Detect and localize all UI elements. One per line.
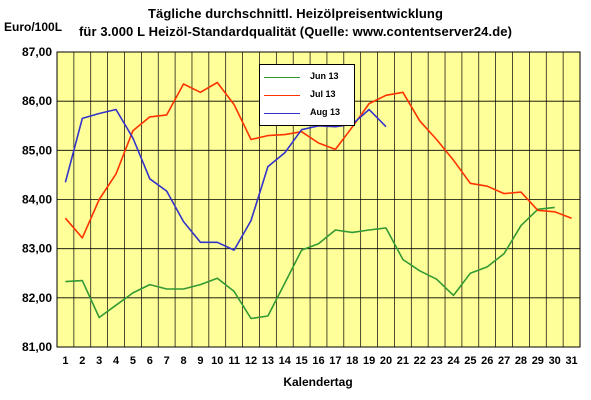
- x-tick-label: 25: [464, 355, 476, 367]
- x-tick-label: 18: [346, 355, 358, 367]
- x-tick-label: 5: [130, 355, 136, 367]
- x-tick-label: 23: [430, 355, 442, 367]
- x-tick-label: 12: [245, 355, 257, 367]
- x-tick-label: 31: [565, 355, 577, 367]
- y-tick-label: 85,00: [22, 143, 52, 157]
- x-axis-label: Kalendertag: [283, 375, 353, 389]
- legend-swatch-jul13: [264, 95, 300, 96]
- y-tick-label: 83,00: [22, 242, 52, 256]
- x-tick-label: 8: [180, 355, 186, 367]
- legend-swatch-jun13: [264, 77, 300, 78]
- x-tick-label: 27: [498, 355, 510, 367]
- x-tick-label: 16: [312, 355, 324, 367]
- x-tick-label: 3: [96, 355, 102, 367]
- y-axis-label: Euro/100L: [4, 20, 63, 34]
- x-tick-label: 22: [414, 355, 426, 367]
- plot-frame: [56, 51, 581, 348]
- series-line-aug13: [64, 108, 387, 251]
- x-tick-label: 6: [147, 355, 153, 367]
- legend-entry-aug13: Aug 13: [264, 107, 354, 121]
- x-tick-label: 13: [262, 355, 274, 367]
- series-line-jun13: [65, 206, 555, 320]
- x-tick-label: 24: [447, 355, 460, 367]
- legend-label-aug13: Aug 13: [310, 107, 341, 117]
- legend-entry-jul13: Jul 13: [264, 89, 354, 103]
- y-tick-label: 84,00: [22, 193, 52, 207]
- legend-swatch-aug13: [264, 113, 300, 114]
- legend: Jun 13 Jul 13 Aug 13: [259, 64, 355, 126]
- y-tick-label: 87,00: [22, 45, 52, 59]
- x-tick-label: 4: [113, 355, 120, 367]
- series-line-jul13: [64, 81, 572, 239]
- y-tick-label: 86,00: [22, 94, 52, 108]
- x-tick-label: 14: [279, 355, 292, 367]
- y-tick-label: 82,00: [22, 291, 52, 305]
- x-tick-label: 21: [397, 355, 409, 367]
- y-tick-label: 81,00: [22, 340, 52, 354]
- chart-title: Tägliche durchschnittl. Heizölpreisentwi…: [148, 6, 443, 21]
- x-tick-label: 29: [532, 355, 544, 367]
- x-tick-label: 11: [228, 355, 240, 367]
- x-tick-label: 7: [164, 355, 170, 367]
- x-tick-label: 17: [329, 355, 341, 367]
- x-tick-label: 20: [380, 355, 392, 367]
- x-tick-label: 30: [549, 355, 561, 367]
- x-tick-label: 2: [79, 355, 85, 367]
- x-tick-label: 10: [211, 355, 223, 367]
- x-tick-label: 19: [363, 355, 375, 367]
- x-tick-label: 28: [515, 355, 527, 367]
- x-tick-label: 26: [481, 355, 493, 367]
- legend-label-jul13: Jul 13: [310, 89, 336, 99]
- legend-entry-jun13: Jun 13: [264, 71, 354, 85]
- x-tick-label: 9: [197, 355, 203, 367]
- legend-label-jun13: Jun 13: [310, 71, 339, 81]
- x-tick-label: 1: [62, 355, 68, 367]
- x-tick-label: 15: [296, 355, 308, 367]
- chart-subtitle: für 3.000 L Heizöl-Standardqualität (Que…: [78, 24, 512, 39]
